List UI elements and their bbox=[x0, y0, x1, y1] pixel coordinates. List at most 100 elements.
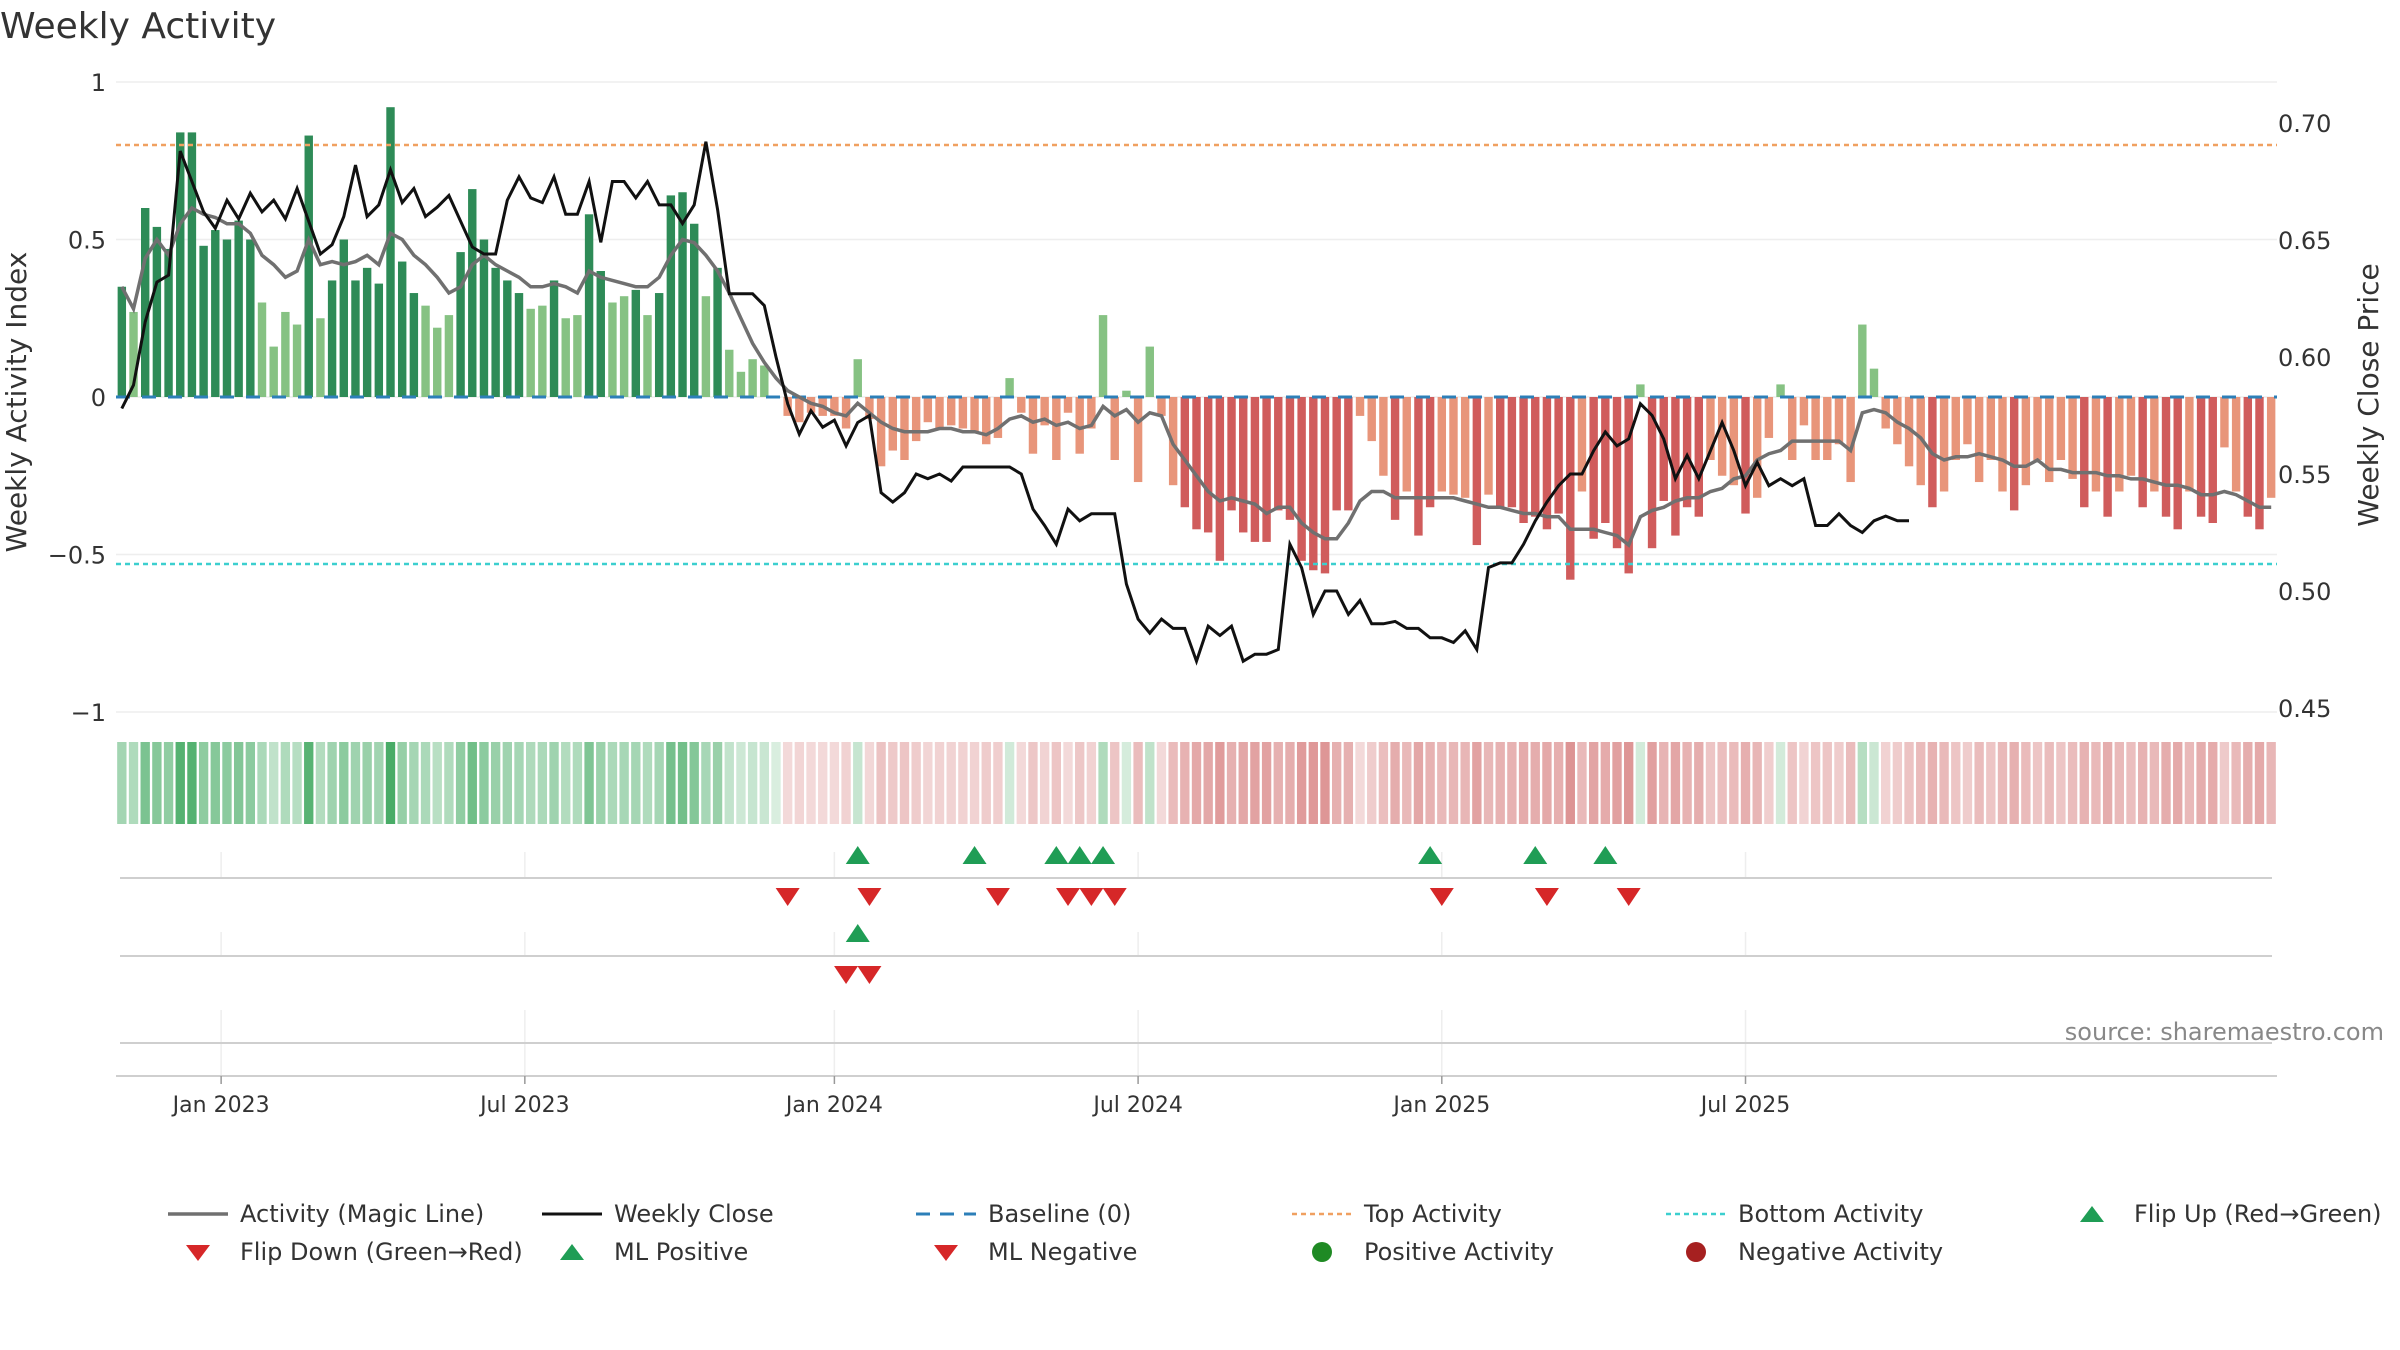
strip-cell bbox=[1133, 742, 1143, 824]
activity-bar bbox=[1367, 397, 1376, 442]
strip-cell bbox=[2266, 742, 2276, 824]
activity-bar bbox=[397, 261, 407, 397]
flip-down-marker bbox=[1534, 888, 1559, 906]
strip-cell bbox=[1507, 742, 1517, 824]
strip-cell bbox=[1635, 742, 1646, 824]
activity-bar bbox=[433, 327, 442, 397]
legend-label: Negative Activity bbox=[1738, 1238, 1944, 1266]
legend-item: Positive Activity bbox=[1290, 1238, 1554, 1266]
strip-cell bbox=[187, 742, 197, 824]
strip-cell bbox=[747, 742, 758, 824]
activity-bar bbox=[573, 315, 582, 397]
strip-cell bbox=[1320, 742, 1330, 824]
strip-cell bbox=[666, 742, 676, 824]
y2-tick-label: 0.55 bbox=[2278, 461, 2331, 489]
strip-cell bbox=[969, 742, 980, 824]
activity-bar bbox=[725, 349, 734, 397]
activity-bar bbox=[911, 397, 921, 442]
activity-bar bbox=[2185, 397, 2194, 492]
activity-bar bbox=[1904, 397, 1914, 467]
strip-cell bbox=[2079, 742, 2089, 824]
activity-bar bbox=[421, 305, 430, 397]
activity-bar bbox=[1250, 397, 1260, 542]
activity-bar bbox=[1145, 346, 1154, 397]
strip-cell bbox=[1588, 742, 1599, 824]
strip-cell bbox=[958, 742, 968, 824]
activity-bar bbox=[479, 239, 489, 397]
strip-cell bbox=[269, 742, 279, 824]
strip-cell bbox=[1296, 742, 1307, 824]
activity-bar bbox=[2091, 397, 2101, 492]
activity-bar bbox=[982, 397, 991, 445]
flip-up-marker bbox=[1091, 846, 1116, 864]
activity-bar bbox=[1133, 397, 1143, 483]
activity-bar bbox=[2196, 397, 2206, 517]
strip-cell bbox=[642, 742, 653, 824]
activity-bar bbox=[1180, 397, 1190, 508]
activity-bar bbox=[993, 397, 1003, 438]
activity-bar bbox=[608, 302, 617, 397]
activity-bar bbox=[1402, 397, 1411, 492]
strip-cell bbox=[1367, 742, 1377, 824]
flip-down-marker bbox=[834, 966, 859, 984]
flip-up-marker bbox=[1044, 846, 1069, 864]
activity-bar bbox=[923, 397, 933, 423]
legend-symbol-line-gray bbox=[166, 1200, 230, 1228]
strip-cell bbox=[2208, 742, 2218, 824]
strip-cell bbox=[245, 742, 256, 824]
strip-cell bbox=[1857, 742, 1867, 824]
activity-bar bbox=[1834, 397, 1844, 445]
strip-cell bbox=[946, 742, 956, 824]
activity-bar bbox=[1052, 397, 1061, 460]
activity-bar bbox=[1764, 397, 1774, 438]
activity-bar bbox=[584, 214, 594, 397]
activity-bar bbox=[1601, 397, 1610, 523]
activity-bar bbox=[946, 397, 956, 426]
strip-cell bbox=[420, 742, 431, 824]
strip-cell bbox=[2102, 742, 2113, 824]
strip-cell bbox=[1565, 742, 1575, 824]
strip-cell bbox=[1308, 742, 1318, 824]
legend-item: Top Activity bbox=[1290, 1200, 1502, 1228]
strip-cell bbox=[479, 742, 489, 824]
legend: Activity (Magic Line) Weekly Close Baselin… bbox=[0, 1200, 2400, 1280]
activity-bar bbox=[1998, 397, 2007, 492]
activity-bar bbox=[2231, 397, 2241, 492]
activity-bar bbox=[1636, 384, 1645, 397]
activity-bar bbox=[2161, 397, 2171, 517]
legend-item: Baseline (0) bbox=[914, 1200, 1131, 1228]
legend-item: ML Negative bbox=[914, 1238, 1137, 1266]
legend-label: Baseline (0) bbox=[988, 1200, 1132, 1228]
activity-bar bbox=[748, 359, 757, 397]
activity-bar bbox=[1005, 378, 1014, 397]
activity-bar bbox=[690, 223, 699, 397]
activity-bar bbox=[2220, 397, 2229, 448]
strip-cell bbox=[677, 742, 688, 824]
activity-bar bbox=[1344, 397, 1353, 511]
strip-cell bbox=[1238, 742, 1248, 824]
strip-cell bbox=[1694, 742, 1704, 824]
strip-cell bbox=[292, 742, 302, 824]
activity-bar bbox=[257, 302, 267, 397]
strip-cell bbox=[1343, 742, 1354, 824]
strip-cell bbox=[2173, 742, 2183, 824]
activity-bar bbox=[2080, 397, 2089, 508]
activity-bar bbox=[2115, 397, 2124, 492]
activity-bar bbox=[2208, 397, 2217, 523]
legend-label: ML Negative bbox=[988, 1238, 1138, 1266]
y-tick-label: 1 bbox=[91, 69, 106, 97]
y2-tick-label: 0.50 bbox=[2278, 578, 2331, 606]
strip-cell bbox=[2021, 742, 2031, 824]
strip-cell bbox=[432, 742, 442, 824]
activity-bar bbox=[1472, 397, 1482, 546]
strip-cell bbox=[631, 742, 641, 824]
activity-bar bbox=[619, 296, 629, 397]
strip-cell bbox=[1261, 742, 1272, 824]
activity-bar bbox=[631, 289, 641, 397]
strip-cell bbox=[1437, 742, 1447, 824]
strip-cell bbox=[736, 742, 746, 824]
activity-bar bbox=[351, 280, 360, 397]
activity-bar bbox=[1063, 397, 1073, 413]
activity-bar bbox=[666, 195, 676, 397]
source-note: source: sharemaestro.com bbox=[2064, 1018, 2384, 1046]
